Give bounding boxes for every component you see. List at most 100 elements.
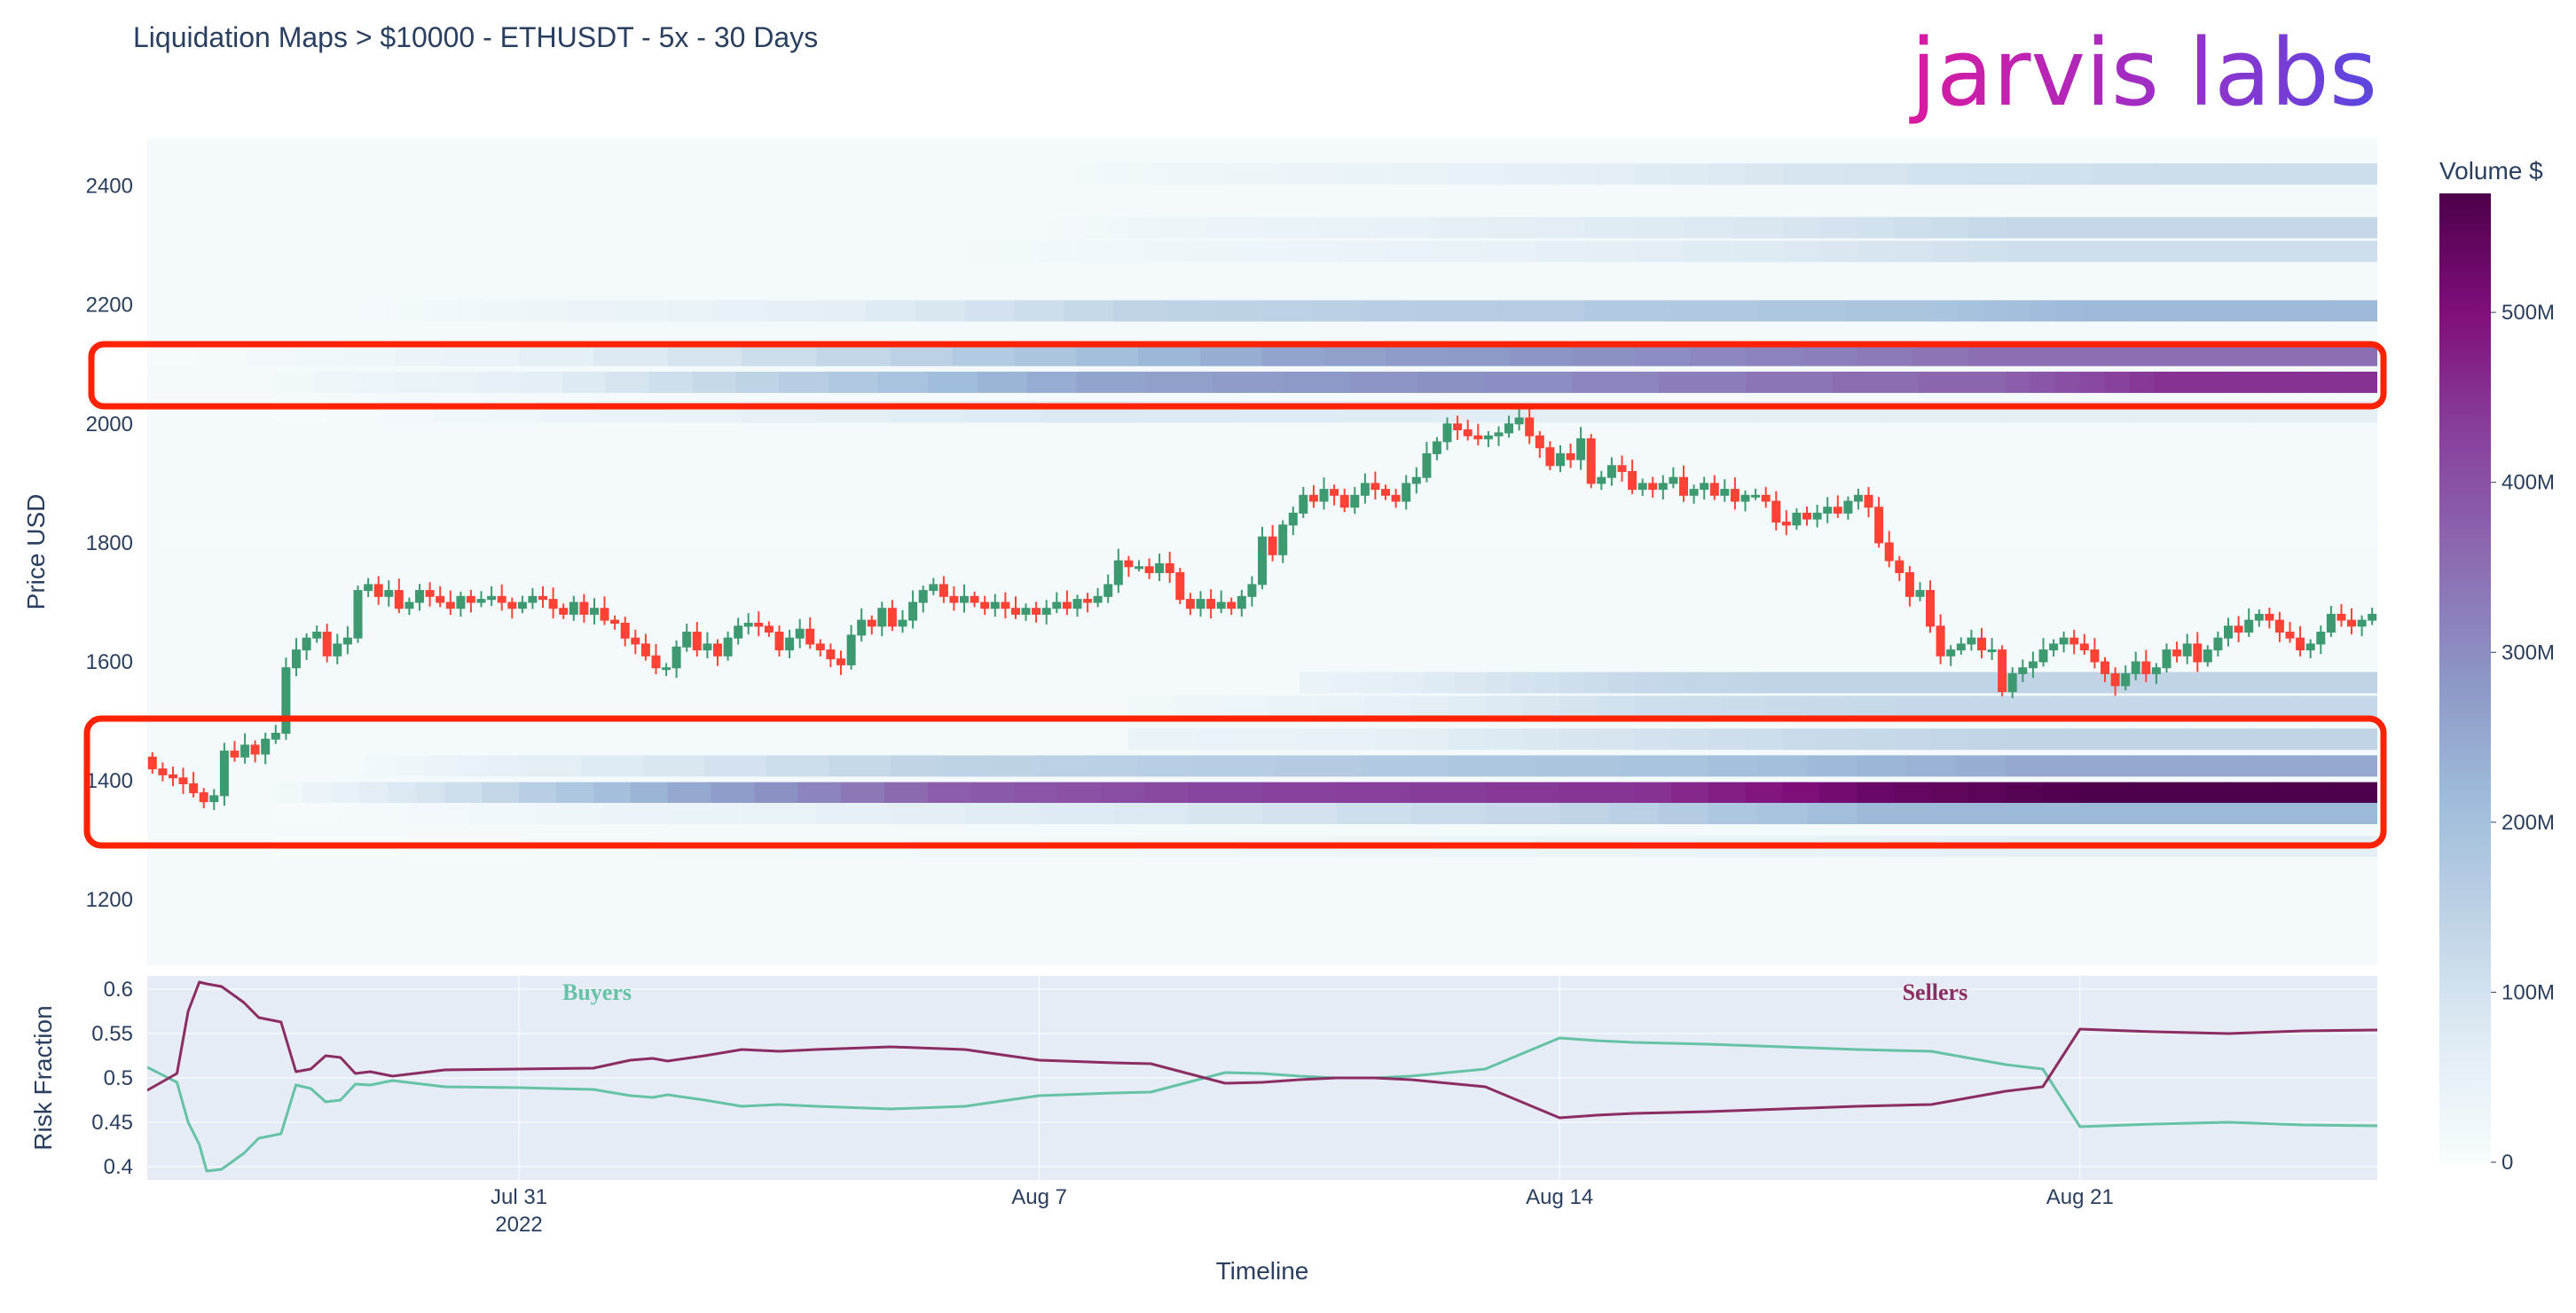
heatmap-cell <box>1299 526 1660 548</box>
heatmap-cell <box>1237 240 1288 263</box>
heatmap-cell <box>1708 803 1759 824</box>
candle-body <box>960 595 969 603</box>
heatmap-cell <box>2129 755 2193 777</box>
heatmap-cell <box>1732 240 1784 263</box>
heatmap-cell <box>1745 344 1802 366</box>
heatmap-cell <box>1262 803 1338 824</box>
candle-body <box>250 744 260 755</box>
candle-body <box>1967 637 1976 645</box>
price-tick-label: 1800 <box>86 531 133 555</box>
heatmap-cell <box>829 755 891 777</box>
heatmap-cell <box>1732 216 1784 239</box>
candle-body <box>2101 661 2109 674</box>
risk-tick-label: 0.4 <box>104 1155 133 1179</box>
heatmap-cell <box>1572 344 1635 366</box>
heatmap-cell <box>1336 782 1412 804</box>
heatmap-cell <box>2054 371 2081 393</box>
heatmap-cell <box>1677 696 1722 718</box>
heatmap-cell <box>519 755 582 777</box>
heatmap-cell <box>333 755 365 777</box>
candle-body <box>620 623 630 639</box>
candle-body <box>517 601 527 609</box>
candle-body <box>2316 632 2326 645</box>
candle-body <box>1237 595 1246 609</box>
heatmap-cell <box>878 371 929 393</box>
heatmap-cell <box>2216 696 2297 718</box>
heatmap-cell <box>147 526 161 548</box>
heatmap-cell <box>1683 216 1734 239</box>
timeline-tick-label: Aug 21 <box>2046 1185 2114 1209</box>
heatmap-cell <box>1857 755 1907 777</box>
heatmap-cell <box>1144 782 1189 804</box>
candle-body <box>610 619 620 624</box>
candle-body <box>2193 643 2203 663</box>
candle-body <box>1370 483 1380 491</box>
heatmap-cell <box>519 344 594 366</box>
heatmap-cell <box>196 526 210 548</box>
heatmap-cell <box>1188 240 1238 263</box>
heatmap-cell <box>1497 300 1585 322</box>
heatmap-cell <box>1894 240 1932 263</box>
heatmap-cell <box>1175 696 1223 718</box>
candle-body <box>579 601 589 615</box>
heatmap-cell <box>2006 216 2069 239</box>
heatmap-cell <box>1076 240 1114 263</box>
heatmap-cell <box>2129 216 2193 239</box>
candle-body <box>1740 494 1750 502</box>
heatmap-cell <box>1144 371 1213 393</box>
candle-body <box>507 601 517 609</box>
candle-body <box>445 601 455 609</box>
heatmap-cell <box>2036 344 2106 366</box>
heatmap-cell <box>1225 163 1282 185</box>
candle-body <box>1288 512 1298 526</box>
heatmap-cell <box>1857 240 1895 263</box>
heatmap-cell <box>1336 240 1387 263</box>
heatmap-cell <box>395 300 427 322</box>
heatmap-cell <box>1262 344 1325 366</box>
heatmap-cell <box>1101 163 1127 185</box>
heatmap-cell <box>1708 163 1747 185</box>
heatmap-cell <box>1076 371 1145 393</box>
heatmap-cell <box>2129 300 2180 322</box>
colorbar: Volume $ 0 100M 200M 300M 400M 500M <box>2439 157 2555 1175</box>
heatmap-cell <box>2228 782 2279 804</box>
heatmap-cell <box>1064 300 1114 322</box>
heatmap-cell <box>2018 526 2377 548</box>
heatmap-cell <box>1968 344 2038 366</box>
candle-body <box>404 601 414 609</box>
candle-body <box>1556 452 1565 467</box>
heatmap-cell <box>396 371 438 393</box>
candle-body <box>1905 572 1914 597</box>
candle-body <box>2274 619 2284 633</box>
heatmap-cell <box>1213 371 1282 393</box>
candle-body <box>713 643 722 656</box>
candle-body <box>640 643 650 656</box>
candle-body <box>692 632 702 651</box>
candle-body <box>2326 613 2336 633</box>
candle-body <box>1402 483 1411 502</box>
heatmap-cell <box>667 782 712 804</box>
candle-body <box>1308 494 1318 502</box>
candle-body <box>764 625 774 633</box>
heatmap-cell <box>1267 728 1303 751</box>
candle-body <box>1720 489 1730 496</box>
candle-body <box>1135 566 1143 570</box>
candle-body <box>2234 625 2243 633</box>
heatmap-cell <box>1262 782 1338 804</box>
heatmap-cell <box>2191 371 2229 393</box>
candle-body <box>1617 465 1627 472</box>
candle-body <box>1504 423 1513 434</box>
heatmap-cell <box>273 371 316 393</box>
heatmap-cell <box>692 371 736 393</box>
candle-body <box>1411 476 1421 484</box>
risk-tick-label: 0.45 <box>91 1111 133 1135</box>
heatmap-cell <box>2129 728 2193 751</box>
candle-body <box>456 595 466 609</box>
heatmap-cell <box>2340 371 2377 393</box>
candle-body <box>2285 632 2295 639</box>
heatmap-cell <box>2179 672 2279 694</box>
heatmap-cell <box>2067 216 2131 239</box>
candle-body <box>1926 590 1935 627</box>
candle-body <box>271 733 280 740</box>
heatmap-cell <box>1708 755 1759 777</box>
